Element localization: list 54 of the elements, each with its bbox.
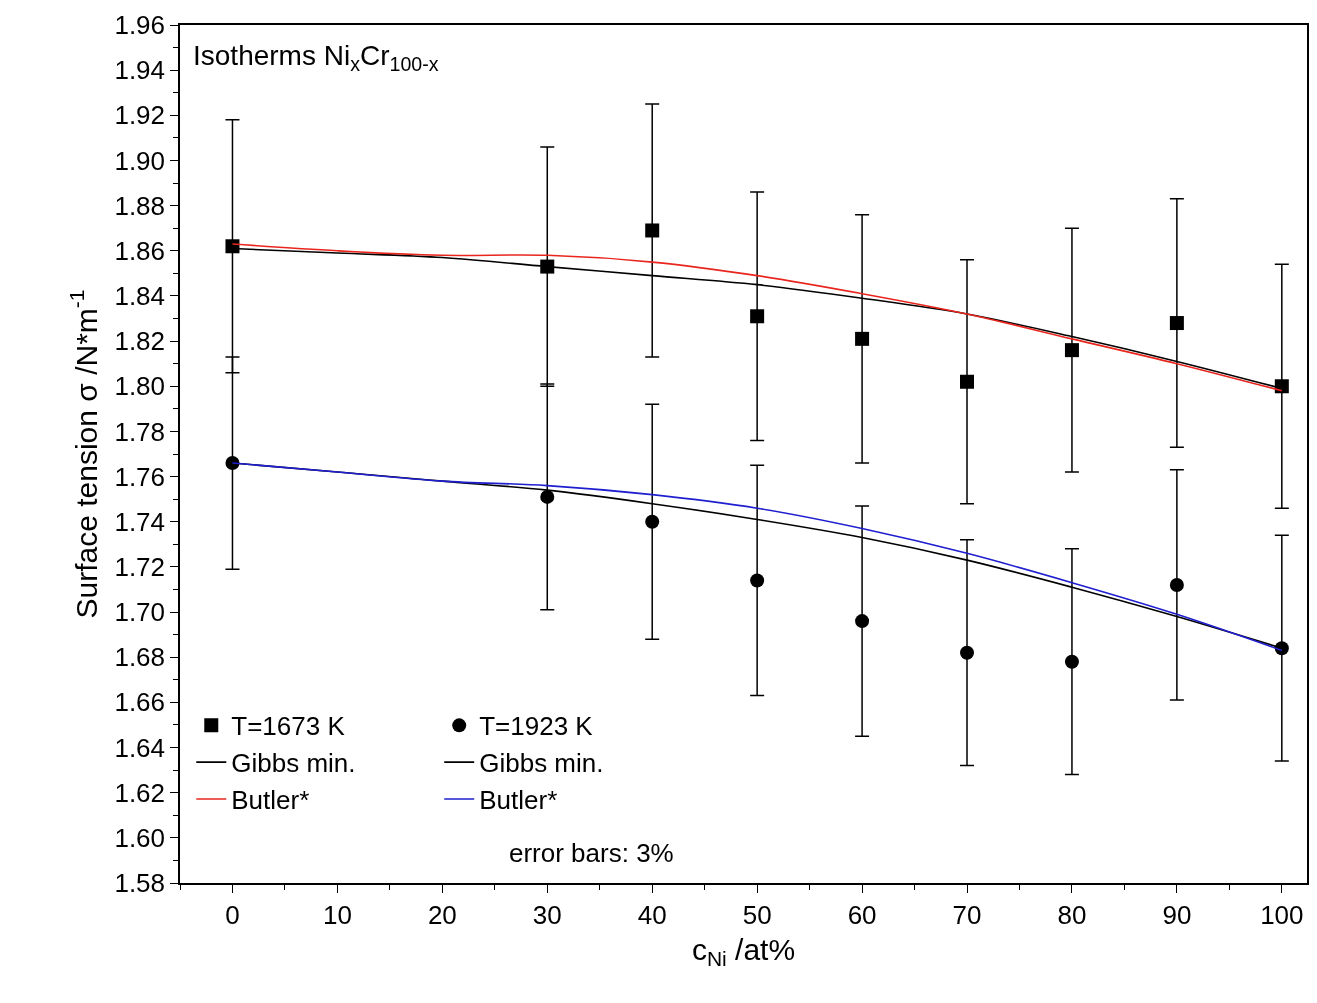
- legend-label: Gibbs min.: [479, 748, 604, 779]
- x-tick-label: 0: [225, 899, 240, 930]
- y-tick-label: 1.70: [114, 597, 166, 628]
- point: [645, 514, 660, 529]
- point: [750, 309, 765, 324]
- point: [960, 374, 975, 389]
- y-tick-label: 1.90: [114, 145, 166, 176]
- y-tick-label: 1.94: [114, 55, 166, 86]
- x-tick-label: 70: [952, 899, 982, 930]
- point: [855, 614, 870, 629]
- annotation: error bars: 3%: [509, 838, 674, 868]
- y-tick-label: 1.74: [114, 506, 166, 537]
- annotation: Isotherms Ni$_{x}$Cr$_{100-x}$: [193, 40, 439, 75]
- y-tick-label: 1.80: [114, 371, 166, 402]
- y-tick-label: 1.78: [114, 416, 166, 447]
- y-tick-label: 1.72: [114, 551, 166, 582]
- point: [1169, 316, 1184, 331]
- x-tick-label: 30: [532, 899, 562, 930]
- legend-label: Butler*: [231, 785, 310, 816]
- y-tick-label: 1.84: [114, 281, 166, 312]
- y-tick-label: 1.62: [114, 777, 166, 808]
- x-tick-label: 60: [847, 899, 877, 930]
- x-tick-label: 90: [1162, 899, 1192, 930]
- legend-label: T=1923 K: [479, 711, 594, 742]
- point: [645, 223, 660, 238]
- y-tick-label: 1.82: [114, 326, 166, 357]
- point: [960, 645, 975, 660]
- y-tick-label: 1.64: [114, 732, 166, 763]
- point: [225, 456, 240, 471]
- y-tick-label: 1.66: [114, 687, 166, 718]
- x-tick-label: 100: [1260, 899, 1304, 930]
- legend-label: Gibbs min.: [231, 748, 356, 779]
- point: [1064, 654, 1079, 669]
- y-tick-label: 1.60: [114, 822, 166, 853]
- legend-label: T=1673 K: [231, 711, 346, 742]
- point: [855, 331, 870, 346]
- y-tick-label: 1.96: [114, 10, 166, 41]
- x-tick-label: 40: [637, 899, 667, 930]
- y-tick-label: 1.58: [114, 868, 166, 899]
- y-tick-label: 1.68: [114, 642, 166, 673]
- point: [750, 573, 765, 588]
- point: [1169, 577, 1184, 592]
- x-tick-label: 10: [322, 899, 352, 930]
- x-tick-label: 20: [427, 899, 457, 930]
- x-tick-label: 80: [1057, 899, 1087, 930]
- y-tick-label: 1.88: [114, 190, 166, 221]
- y-tick-label: 1.76: [114, 461, 166, 492]
- x-tick-label: 50: [742, 899, 772, 930]
- y-tick-label: 1.86: [114, 235, 166, 266]
- legend-label: Butler*: [479, 785, 558, 816]
- point: [1064, 343, 1079, 358]
- y-tick-label: 1.92: [114, 100, 166, 131]
- x-axis-title: c$_{Ni}$ /at%: [691, 932, 796, 971]
- point: [540, 489, 555, 504]
